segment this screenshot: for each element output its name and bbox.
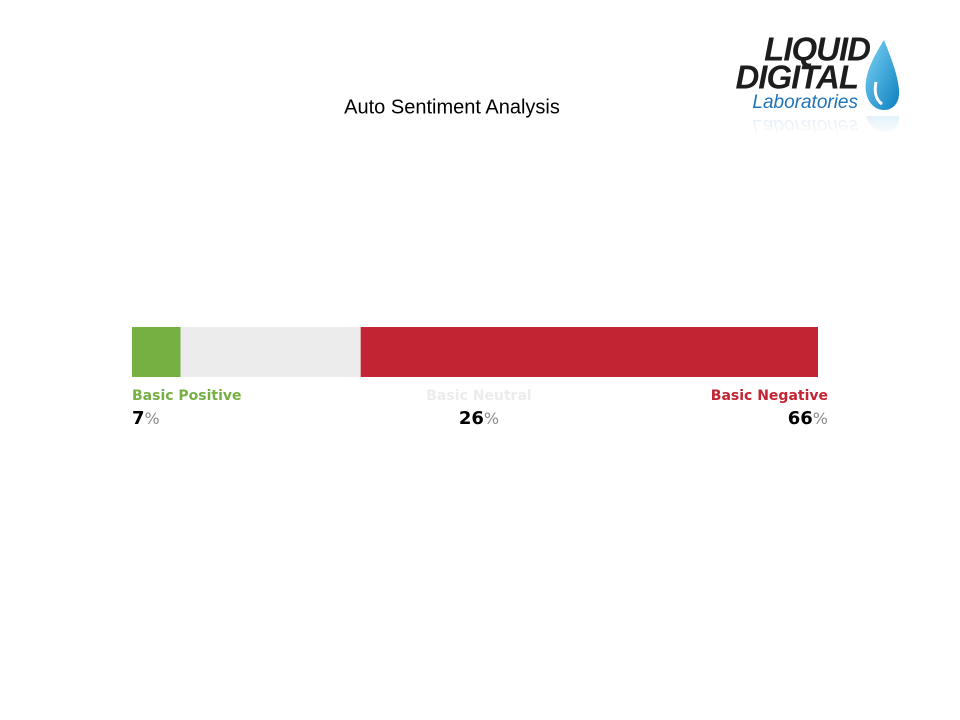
bar-segment <box>132 327 181 377</box>
logo-line: DIGITAL <box>735 59 858 96</box>
value-label: 7% <box>132 408 160 429</box>
value-number: 7 <box>132 408 145 429</box>
logo-line: LIQUID <box>764 31 870 68</box>
legend-label: Basic Negative <box>711 388 828 404</box>
logo-fade <box>710 112 910 138</box>
value-label: 66% <box>788 408 828 429</box>
logo: LIQUID DIGITAL Laboratories Laboratories <box>710 31 910 138</box>
value-unit: % <box>145 409 160 428</box>
bar-segment <box>180 327 361 377</box>
value-number: 26 <box>459 408 484 429</box>
chart: Basic Positive 7% Basic Neutral 26% Basic Ne… <box>132 327 828 429</box>
logo-drop <box>865 40 900 110</box>
value-number: 66 <box>788 408 813 429</box>
legend-label: Basic Positive <box>132 388 242 404</box>
chart-title: Auto Sentiment Analysis <box>344 96 560 118</box>
value-unit: % <box>484 409 499 428</box>
logo-line: Laboratories <box>752 92 858 113</box>
bar-segment <box>360 327 818 377</box>
value-label: 26% <box>459 408 499 429</box>
logo-drop-shine <box>873 81 883 106</box>
legend-label: Basic Neutral <box>426 388 531 404</box>
value-unit: % <box>813 409 828 428</box>
